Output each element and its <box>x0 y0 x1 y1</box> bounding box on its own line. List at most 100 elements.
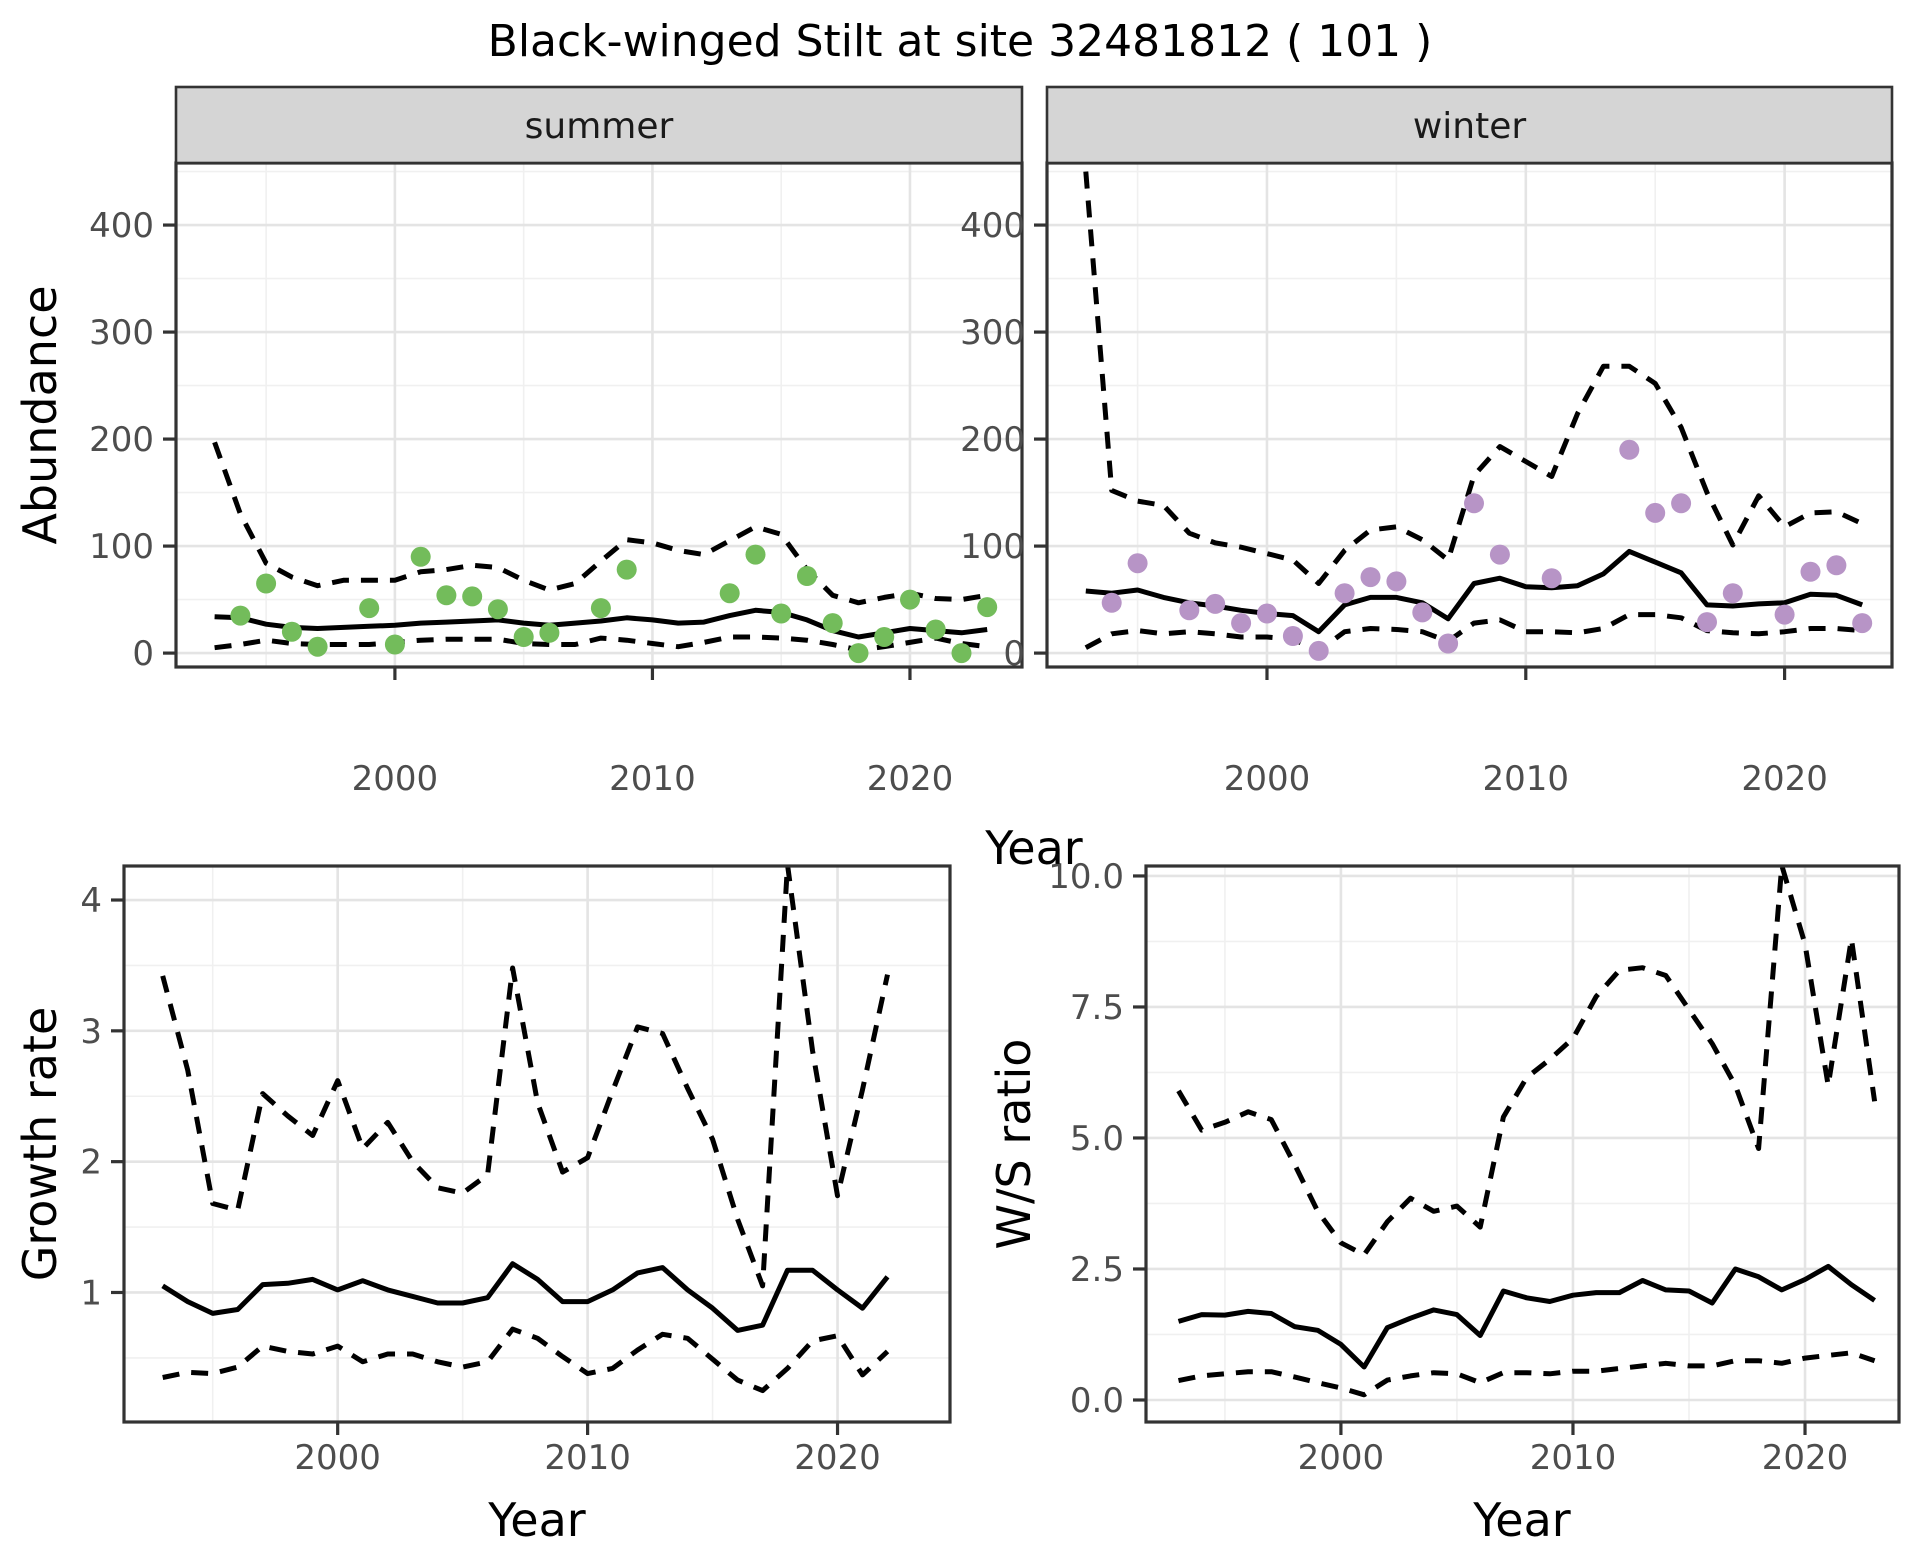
y-tick-label: 200 <box>89 420 154 460</box>
x-axis-title-year-growth: Year <box>488 1493 586 1547</box>
data-point <box>719 583 740 604</box>
data-point <box>1645 502 1666 523</box>
median-line <box>161 1261 890 1333</box>
gridlines <box>1047 163 1892 667</box>
data-point <box>900 589 920 610</box>
data-point <box>230 605 251 626</box>
x-tick-label: 2000 <box>1224 759 1311 799</box>
data-point <box>1697 612 1717 633</box>
data-point <box>513 627 534 647</box>
data-point <box>1101 592 1122 613</box>
y-tick-label: 200 <box>960 420 1025 460</box>
figure-title: Black-winged Stilt at site 32481812 ( 10… <box>487 16 1433 67</box>
data-point <box>1231 613 1252 634</box>
facet-strip: summer <box>174 85 1024 165</box>
y-tick-label: 5.0 <box>1070 1119 1124 1159</box>
data-point <box>1852 613 1873 634</box>
facet-strip-background <box>1045 85 1894 165</box>
data-point <box>256 573 277 594</box>
data-point <box>1619 439 1640 460</box>
upper-ci-line <box>1176 866 1878 1258</box>
data-point <box>384 634 405 655</box>
panel-border <box>1144 864 1901 1424</box>
data-point <box>1438 633 1459 654</box>
data-point <box>1489 544 1510 565</box>
y-tick-label: 0 <box>132 634 154 674</box>
x-tick-label: 2010 <box>1530 1438 1617 1478</box>
y-tick-label: 10.0 <box>1048 857 1124 897</box>
data-point <box>590 598 611 619</box>
data-point <box>1205 593 1226 614</box>
data-point <box>1179 600 1200 621</box>
gridlines <box>124 866 950 1422</box>
facet-strip-label: winter <box>1413 106 1527 147</box>
observed-points <box>1101 439 1873 661</box>
observed-points <box>230 544 998 664</box>
axes: 2000 2010 2020 0 100 200 300 400 <box>89 206 953 799</box>
panel-winter: 2000 2010 2020 0 100 200 300 400 winter <box>960 85 1894 799</box>
data-point <box>1464 493 1484 514</box>
y-tick-label: 0.0 <box>1070 1381 1124 1421</box>
facet-strip-background <box>174 85 1024 165</box>
axes: 2000 2010 2020 1 2 3 4 <box>80 881 880 1478</box>
data-point <box>1127 553 1148 574</box>
y-tick-label: 2.5 <box>1070 1250 1124 1290</box>
data-point <box>925 619 946 640</box>
facet-strip-label: summer <box>525 106 674 147</box>
lower-ci-line <box>1178 1350 1876 1398</box>
data-point <box>1826 555 1847 576</box>
data-point <box>977 597 998 618</box>
y-tick-label: 4 <box>80 881 102 921</box>
upper-ci-line <box>212 441 988 606</box>
data-point <box>1541 568 1562 589</box>
x-tick-label: 2000 <box>1298 1438 1385 1478</box>
data-point <box>848 643 869 664</box>
data-point <box>1722 583 1743 604</box>
y-axis-title-ws-ratio: W/S ratio <box>987 1038 1041 1250</box>
x-tick-label: 2000 <box>294 1438 381 1478</box>
data-point <box>822 613 843 634</box>
data-point <box>1257 603 1277 624</box>
data-point <box>951 643 972 664</box>
data-point <box>281 621 302 642</box>
y-tick-label: 100 <box>89 527 154 567</box>
y-tick-label: 3 <box>80 1012 102 1052</box>
panel-ws: 2000 2010 2020 0.0 2.5 5.0 7.5 10.0 <box>1048 857 1901 1478</box>
data-point <box>1774 604 1795 625</box>
data-point <box>487 599 508 620</box>
x-tick-label: 2020 <box>1741 759 1828 799</box>
data-point <box>745 544 766 565</box>
data-point <box>797 566 817 586</box>
data-point <box>771 603 792 624</box>
y-axis-title-abundance: Abundance <box>13 285 67 545</box>
x-tick-label: 2020 <box>867 759 954 799</box>
gridlines <box>1146 866 1899 1422</box>
y-tick-label: 1 <box>80 1273 102 1313</box>
data-point <box>1334 583 1355 604</box>
data-point <box>874 627 895 647</box>
data-point <box>1360 567 1381 588</box>
data-point <box>1671 493 1692 514</box>
data-point <box>410 546 431 567</box>
lower-ci-line <box>1084 612 1863 654</box>
panel-background <box>124 866 950 1422</box>
y-tick-label: 2 <box>80 1143 102 1183</box>
upper-ci-line <box>1083 171 1864 586</box>
x-tick-label: 2010 <box>544 1438 631 1478</box>
data-point <box>1800 561 1821 582</box>
panel-border <box>122 864 952 1424</box>
data-point <box>359 598 380 619</box>
y-tick-label: 300 <box>89 313 154 353</box>
facet-strip: winter <box>1045 85 1894 165</box>
median-line <box>1177 1263 1877 1370</box>
data-point <box>462 586 483 607</box>
panel-background <box>176 163 1022 667</box>
axes: 2000 2010 2020 0 100 200 300 400 <box>960 206 1828 799</box>
panel-background <box>1047 163 1892 667</box>
y-tick-label: 7.5 <box>1070 988 1124 1028</box>
x-tick-label: 2010 <box>1483 759 1570 799</box>
panel-growth: 2000 2010 2020 1 2 3 4 <box>80 864 952 1478</box>
x-axis-title-year-top: Year <box>985 821 1083 875</box>
